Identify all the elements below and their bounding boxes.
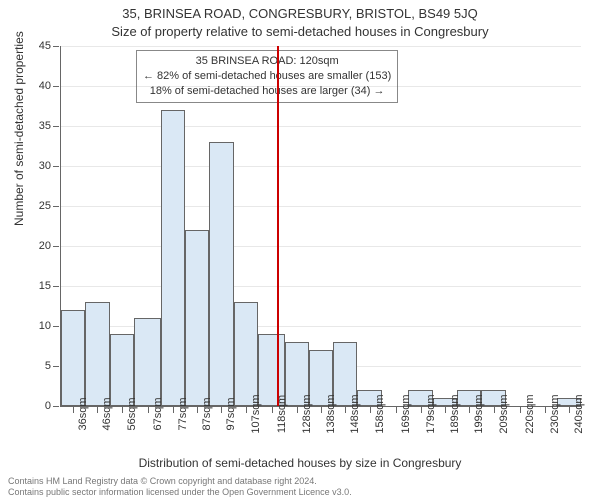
- x-tick: [494, 407, 495, 413]
- x-tick-label: 128sqm: [301, 394, 313, 433]
- y-tick-label: 0: [45, 400, 51, 412]
- y-tick: [53, 246, 59, 247]
- grid-line: [61, 46, 581, 47]
- grid-line: [61, 166, 581, 167]
- x-tick: [297, 407, 298, 413]
- histogram-bar: [161, 110, 185, 406]
- y-tick-label: 40: [39, 80, 51, 92]
- y-tick: [53, 46, 59, 47]
- x-tick: [520, 407, 521, 413]
- x-tick-label: 158sqm: [374, 394, 386, 433]
- y-axis-label: Number of semi-detached properties: [12, 31, 26, 226]
- x-tick: [148, 407, 149, 413]
- histogram-bar: [85, 302, 109, 406]
- footer-line-1: Contains HM Land Registry data © Crown c…: [8, 476, 352, 487]
- footer-line-2: Contains public sector information licen…: [8, 487, 352, 498]
- y-tick-label: 25: [39, 200, 51, 212]
- x-tick-label: 209sqm: [498, 394, 510, 433]
- footer-attribution: Contains HM Land Registry data © Crown c…: [8, 476, 352, 498]
- annotation-box: 35 BRINSEA ROAD: 120sqm ← 82% of semi-de…: [136, 50, 398, 103]
- grid-line: [61, 286, 581, 287]
- histogram-bar: [61, 310, 85, 406]
- grid-line: [61, 246, 581, 247]
- x-tick: [246, 407, 247, 413]
- grid-line: [61, 126, 581, 127]
- x-tick-label: 148sqm: [349, 394, 361, 433]
- x-tick: [445, 407, 446, 413]
- y-tick: [53, 126, 59, 127]
- x-tick-label: 240sqm: [573, 394, 585, 433]
- x-tick: [272, 407, 273, 413]
- y-tick-label: 20: [39, 240, 51, 252]
- y-tick-label: 5: [45, 360, 51, 372]
- x-tick: [345, 407, 346, 413]
- grid-line: [61, 206, 581, 207]
- histogram-bar: [110, 334, 134, 406]
- x-tick: [370, 407, 371, 413]
- x-tick-label: 87sqm: [201, 397, 213, 430]
- x-tick-label: 179sqm: [425, 394, 437, 433]
- reference-line: [277, 46, 279, 406]
- x-axis-label: Distribution of semi-detached houses by …: [0, 456, 600, 470]
- y-tick-label: 15: [39, 280, 51, 292]
- x-tick: [97, 407, 98, 413]
- x-tick-label: 230sqm: [549, 394, 561, 433]
- x-tick: [469, 407, 470, 413]
- y-tick: [53, 286, 59, 287]
- x-tick-label: 189sqm: [449, 394, 461, 433]
- chart-title-sub: Size of property relative to semi-detach…: [0, 24, 600, 39]
- x-tick: [221, 407, 222, 413]
- annotation-line-2: ← 82% of semi-detached houses are smalle…: [143, 69, 391, 84]
- x-tick: [122, 407, 123, 413]
- x-tick-label: 67sqm: [152, 397, 164, 430]
- x-tick: [173, 407, 174, 413]
- chart-title-main: 35, BRINSEA ROAD, CONGRESBURY, BRISTOL, …: [0, 6, 600, 21]
- x-tick-label: 107sqm: [250, 394, 262, 433]
- chart-container: 35, BRINSEA ROAD, CONGRESBURY, BRISTOL, …: [0, 0, 600, 500]
- grid-line: [61, 86, 581, 87]
- y-tick-label: 35: [39, 120, 51, 132]
- y-tick: [53, 166, 59, 167]
- x-tick-label: 36sqm: [77, 397, 89, 430]
- annotation-line-1: 35 BRINSEA ROAD: 120sqm: [143, 54, 391, 69]
- plot-area: 35 BRINSEA ROAD: 120sqm ← 82% of semi-de…: [60, 46, 581, 407]
- histogram-bar: [185, 230, 209, 406]
- y-tick: [53, 326, 59, 327]
- histogram-bar: [234, 302, 258, 406]
- x-tick-label: 97sqm: [225, 397, 237, 430]
- x-tick-label: 138sqm: [325, 394, 337, 433]
- x-tick-label: 169sqm: [400, 394, 412, 433]
- y-tick: [53, 406, 59, 407]
- y-tick-label: 30: [39, 160, 51, 172]
- x-tick-label: 220sqm: [524, 394, 536, 433]
- x-tick: [396, 407, 397, 413]
- y-tick-label: 45: [39, 40, 51, 52]
- x-tick-label: 77sqm: [177, 397, 189, 430]
- histogram-bar: [209, 142, 233, 406]
- x-tick-label: 199sqm: [473, 394, 485, 433]
- x-tick: [321, 407, 322, 413]
- x-tick: [197, 407, 198, 413]
- x-tick: [569, 407, 570, 413]
- histogram-bar: [134, 318, 161, 406]
- x-tick: [545, 407, 546, 413]
- y-tick-label: 10: [39, 320, 51, 332]
- y-tick: [53, 366, 59, 367]
- y-tick: [53, 206, 59, 207]
- x-tick: [73, 407, 74, 413]
- x-tick-label: 56sqm: [126, 397, 138, 430]
- x-tick: [421, 407, 422, 413]
- x-tick-label: 46sqm: [101, 397, 113, 430]
- y-tick: [53, 86, 59, 87]
